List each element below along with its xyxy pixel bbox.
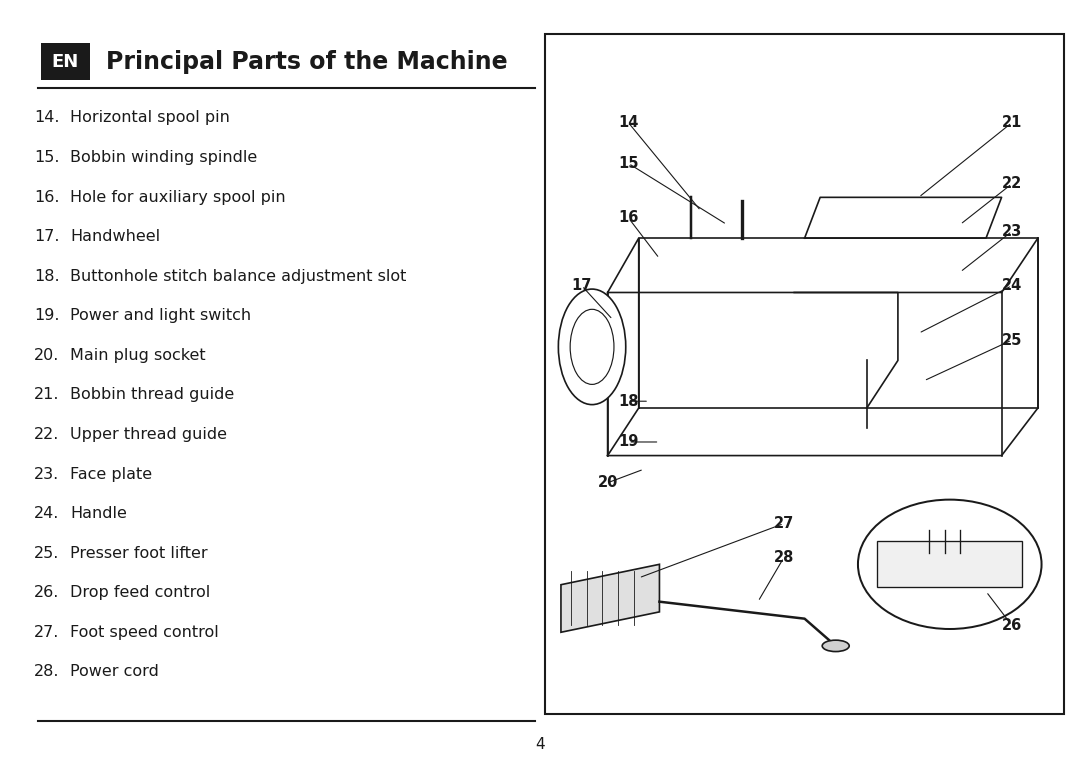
Text: 28: 28 [773, 550, 794, 565]
Text: 22.: 22. [35, 427, 59, 442]
Text: 28.: 28. [33, 664, 59, 680]
Text: 24: 24 [1002, 279, 1022, 293]
Circle shape [858, 500, 1041, 629]
Text: 21: 21 [1002, 115, 1022, 130]
Text: Face plate: Face plate [70, 466, 152, 482]
Text: 18.: 18. [33, 269, 59, 284]
Text: EN: EN [52, 53, 79, 71]
Text: Drop feed control: Drop feed control [70, 585, 211, 600]
Text: 16: 16 [618, 210, 638, 225]
Text: Handle: Handle [70, 506, 127, 521]
Ellipse shape [822, 640, 849, 651]
Text: Power cord: Power cord [70, 664, 159, 680]
Bar [877, 542, 1023, 587]
Text: 27.: 27. [35, 625, 59, 640]
Text: 16.: 16. [33, 189, 59, 205]
Text: 26.: 26. [35, 585, 59, 600]
Ellipse shape [558, 289, 625, 405]
Text: Principal Parts of the Machine: Principal Parts of the Machine [106, 49, 508, 74]
Text: Main plug socket: Main plug socket [70, 348, 206, 363]
Text: 26: 26 [1002, 618, 1022, 633]
Text: Power and light switch: Power and light switch [70, 308, 252, 323]
Text: 22: 22 [1002, 177, 1022, 191]
Text: 27: 27 [773, 516, 794, 531]
Text: 14: 14 [618, 115, 638, 130]
Text: 15: 15 [618, 156, 638, 171]
Text: Horizontal spool pin: Horizontal spool pin [70, 110, 230, 126]
Polygon shape [561, 565, 660, 632]
Text: 20.: 20. [35, 348, 59, 363]
Text: 24.: 24. [35, 506, 59, 521]
Text: Foot speed control: Foot speed control [70, 625, 219, 640]
Text: Upper thread guide: Upper thread guide [70, 427, 227, 442]
Ellipse shape [570, 309, 613, 384]
Text: 19: 19 [618, 435, 638, 450]
Text: Buttonhole stitch balance adjustment slot: Buttonhole stitch balance adjustment slo… [70, 269, 406, 284]
Text: Bobbin winding spindle: Bobbin winding spindle [70, 150, 257, 165]
Text: 23: 23 [1002, 224, 1022, 239]
Text: 17.: 17. [33, 229, 59, 244]
Text: 4: 4 [536, 737, 544, 752]
Text: Presser foot lifter: Presser foot lifter [70, 546, 207, 561]
FancyBboxPatch shape [41, 43, 90, 80]
Text: Bobbin thread guide: Bobbin thread guide [70, 387, 234, 403]
Text: 25.: 25. [35, 546, 59, 561]
Text: 14.: 14. [33, 110, 59, 126]
Text: 21.: 21. [33, 387, 59, 403]
Text: Handwheel: Handwheel [70, 229, 160, 244]
Text: 17: 17 [571, 279, 592, 293]
Text: Hole for auxiliary spool pin: Hole for auxiliary spool pin [70, 189, 286, 205]
Text: 19.: 19. [33, 308, 59, 323]
Text: 15.: 15. [33, 150, 59, 165]
Text: 25: 25 [1002, 333, 1022, 348]
Text: 23.: 23. [35, 466, 59, 482]
Bar [545, 34, 1064, 714]
Text: 20: 20 [597, 476, 618, 490]
Text: 18: 18 [618, 393, 638, 409]
